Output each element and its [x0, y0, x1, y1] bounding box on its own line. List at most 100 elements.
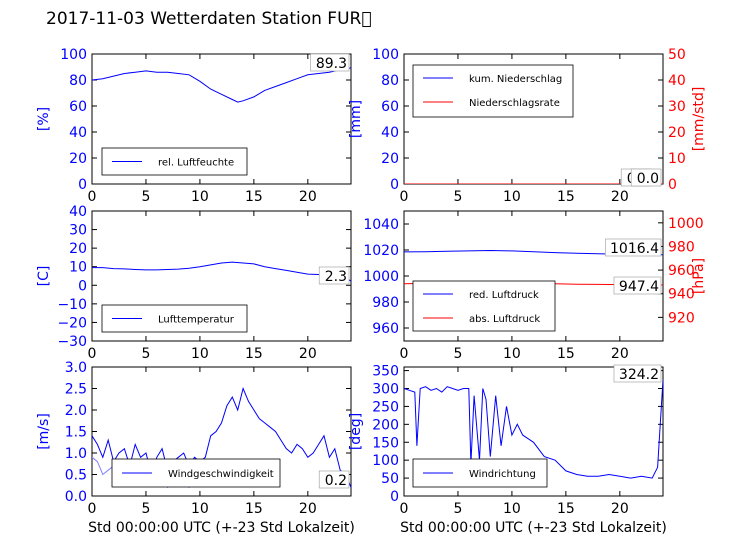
x-tick-label: 5: [453, 346, 462, 362]
y-tick-label: 100: [372, 47, 399, 63]
x-tick-label: 10: [503, 501, 521, 517]
legend-label: kum. Niederschlag: [469, 74, 562, 85]
value-annotation-box: [318, 470, 350, 489]
y-tick-label: 60: [69, 99, 87, 115]
y-tick-label: 0: [78, 278, 87, 294]
y-tick-label: 10: [69, 260, 87, 276]
legend-label: red. Luftdruck: [469, 290, 539, 301]
y2-tick-label: 10: [668, 151, 686, 167]
x-tick-label: 15: [557, 346, 575, 362]
y-tick-label: 960: [372, 321, 399, 337]
y2-axis-label: [mm/std]: [691, 87, 707, 152]
y2-tick-label: 0: [668, 177, 677, 193]
legend-box: [412, 458, 548, 488]
y-tick-label: −10: [57, 297, 87, 313]
x-tick-label: 0: [400, 501, 409, 517]
y-axis-label: [%]: [36, 107, 52, 131]
legend-label: rel. Luftfeuchte: [158, 158, 234, 169]
value-annotation-box: [318, 266, 350, 285]
x-tick-label: 0: [88, 501, 97, 517]
y-tick-label: 300: [372, 382, 399, 398]
x-tick-label: 10: [191, 501, 209, 517]
x-tick-label: 10: [191, 189, 209, 205]
x-tick-label: 5: [453, 501, 462, 517]
value-annotation-box: [613, 276, 662, 295]
y-tick-label: 1040: [363, 217, 399, 233]
y-tick-label: 350: [372, 364, 399, 380]
x-tick-label: 0: [400, 189, 409, 205]
value-annotation: 324.2: [619, 367, 659, 383]
y-tick-label: 0.0: [65, 489, 87, 505]
x-tick-label: 5: [141, 189, 150, 205]
y-tick-label: 40: [69, 125, 87, 141]
y2-tick-label: 980: [668, 239, 695, 255]
y-tick-label: 20: [69, 241, 87, 257]
x-tick-label: 5: [141, 346, 150, 362]
y-tick-label: 20: [381, 151, 399, 167]
y2-tick-label: 920: [668, 310, 695, 326]
y-axis-label: [C]: [36, 266, 52, 287]
y-tick-label: 30: [69, 223, 87, 239]
x-axis-label: Std 00:00:00 UTC (+-23 Std Lokalzeit): [400, 520, 667, 536]
x-tick-label: 10: [503, 189, 521, 205]
value-annotation: 89.3: [316, 56, 347, 72]
x-tick-label: 5: [141, 501, 150, 517]
y-axis-label: [deg]: [348, 413, 364, 450]
x-tick-label: 0: [400, 346, 409, 362]
value-annotation: 947.4: [619, 279, 659, 295]
value-annotation-box: [310, 53, 350, 72]
y-tick-label: 3.0: [65, 360, 87, 376]
y2-tick-label: 940: [668, 287, 695, 303]
value-annotation-box: [613, 364, 662, 383]
x-tick-label: 15: [245, 501, 263, 517]
legend-label: abs. Luftdruck: [469, 314, 540, 325]
x-tick-label: 20: [299, 346, 317, 362]
x-tick-label: 20: [299, 501, 317, 517]
series-line: [92, 386, 351, 488]
y-tick-label: 0: [390, 177, 399, 193]
x-tick-label: 10: [503, 346, 521, 362]
legend-box: [412, 280, 556, 332]
value-annotation: 2.3: [325, 269, 347, 285]
y-tick-label: 200: [372, 417, 399, 433]
x-tick-label: 5: [453, 189, 462, 205]
y-tick-label: 40: [381, 125, 399, 141]
chart-p2: 0 5 10 15 20 0 20 40 60 80 100 0 10 20 30 40 50 [mm] [mm/s…: [348, 47, 707, 205]
x-tick-label: 20: [299, 189, 317, 205]
y-tick-label: 1000: [363, 269, 399, 285]
chart-p4: 0 5 10 15 20 960 980 1000 1020 1040 920 940 960 980 10…: [363, 210, 707, 362]
series-line: [404, 379, 663, 479]
y2-axis-label: [hPa]: [691, 258, 707, 294]
y2-tick-label: 960: [668, 263, 695, 279]
x-tick-label: 15: [557, 189, 575, 205]
y-tick-label: 60: [381, 99, 399, 115]
y2-tick-label: 30: [668, 99, 686, 115]
y-tick-label: 100: [60, 47, 87, 63]
figure-title: 2017-11-03 Wetterdaten Station FUR : [46, 9, 372, 29]
chart-p5: 0 5 10 15 20 0.0 0.5 1.0 1.5 2.0 2.5 3.0 [m/s] Std 00…: [36, 360, 355, 536]
legend-label: Windgeschwindigkeit: [168, 469, 274, 480]
x-tick-label: 15: [245, 346, 263, 362]
value-annotation: 0.2: [325, 473, 347, 489]
y-tick-label: 80: [69, 73, 87, 89]
y-tick-label: 40: [69, 204, 87, 220]
x-tick-label: 0: [88, 346, 97, 362]
x-tick-label: 20: [611, 501, 629, 517]
y-tick-label: 1020: [363, 243, 399, 259]
y-tick-label: 0.5: [65, 468, 87, 484]
y-tick-label: 2.0: [65, 403, 87, 419]
x-tick-label: 20: [611, 189, 629, 205]
legend-box: [412, 64, 574, 118]
y-tick-label: 80: [381, 73, 399, 89]
legend-label: Windrichtung: [469, 469, 536, 480]
y2-tick-label: 1000: [668, 216, 704, 232]
y-tick-label: 250: [372, 399, 399, 415]
value-annotation: 0.0: [637, 171, 659, 187]
value-annotation-box: [605, 238, 662, 257]
x-axis-label: Std 00:00:00 UTC (+-23 Std Lokalzeit): [88, 520, 355, 536]
chart-p3: 0 5 10 15 20 −30 −20 −10 0 10 20 30 40 [C] Lufttempera…: [36, 204, 352, 362]
series-line: [92, 261, 351, 282]
y-tick-label: 100: [372, 453, 399, 469]
